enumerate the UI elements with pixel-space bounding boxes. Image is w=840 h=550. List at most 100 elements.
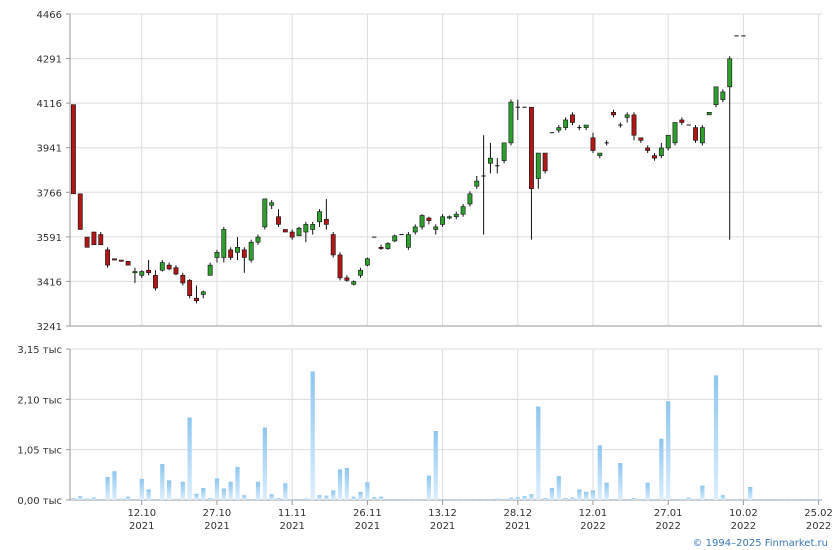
volume-bar — [173, 499, 179, 501]
candle — [645, 145, 651, 154]
candle-body-up — [159, 262, 165, 271]
volume-bar — [816, 499, 821, 501]
price-tick-label: 4116 — [37, 99, 62, 110]
volume-bar — [153, 499, 158, 501]
candle — [618, 122, 623, 128]
volume-bar — [604, 482, 609, 500]
candle — [713, 86, 719, 108]
candle-body-up — [317, 211, 322, 223]
candle — [440, 214, 446, 227]
candle — [385, 242, 391, 250]
volume-bar — [460, 499, 466, 501]
candle-body-up — [474, 180, 480, 187]
price-tick-label: 3766 — [37, 188, 62, 199]
candle-body-down — [112, 258, 117, 261]
candle-body-up — [255, 236, 261, 243]
volume-bar — [235, 466, 240, 500]
volume-bar — [119, 498, 124, 500]
volume-bar — [713, 375, 719, 500]
price-panel: 3241 3416 3591 3766 3941 4116 4291 4466 — [37, 10, 822, 333]
candle-body-down — [570, 114, 575, 123]
candle — [187, 279, 193, 299]
candle — [317, 209, 322, 227]
volume-bar — [433, 430, 438, 500]
x-tick-date: 12.10 — [127, 508, 156, 519]
volume-bar — [659, 438, 664, 500]
candle-body-up — [351, 281, 357, 285]
volume-bar — [672, 499, 678, 501]
volume-bar — [160, 464, 165, 500]
candle — [276, 209, 281, 227]
volume-bar — [317, 495, 322, 500]
candle-body-up — [488, 157, 493, 164]
candle-body-down — [125, 261, 131, 266]
candle — [426, 216, 432, 225]
candle — [378, 244, 384, 250]
candle-body-up — [624, 114, 630, 118]
price-tick-label: 3591 — [37, 233, 62, 244]
candle-body-up — [235, 246, 240, 253]
volume-tick-label: 2,10 тыс — [17, 395, 62, 406]
candle-body-up — [535, 152, 541, 179]
volume-bar — [741, 499, 746, 501]
candle-body-down — [631, 114, 637, 136]
x-tick-year: 2022 — [580, 521, 605, 532]
copyright-text[interactable]: © 1994–2025 Finmarket.ru — [692, 538, 828, 549]
candle — [453, 211, 459, 220]
x-tick-date: 13.12 — [428, 508, 457, 519]
volume-bar — [666, 401, 671, 500]
volume-bar — [221, 488, 226, 500]
candle-body-down — [77, 193, 83, 230]
candle-body-down — [84, 236, 90, 248]
candle-body-up — [358, 269, 363, 276]
volume-bar — [324, 495, 329, 500]
candle-body-up — [139, 271, 145, 276]
candle — [699, 125, 705, 146]
volume-bar — [761, 499, 767, 501]
candle — [282, 229, 288, 233]
volume-bar — [228, 481, 233, 500]
volume-bar — [529, 494, 534, 500]
candle — [392, 234, 398, 243]
candle — [412, 224, 418, 235]
candle — [495, 158, 500, 174]
volume-bar — [611, 499, 616, 501]
volume-bar — [194, 493, 199, 500]
x-tick-year: 2021 — [505, 521, 530, 532]
candle — [624, 112, 630, 123]
volume-bar — [372, 497, 377, 500]
candle-body-up — [303, 224, 309, 233]
candle-body-down — [194, 297, 199, 302]
volume-bar — [283, 483, 288, 500]
volume-bar — [187, 417, 192, 500]
candle-body-down — [378, 246, 384, 249]
volume-bar — [768, 499, 773, 501]
volume-bar — [618, 463, 623, 500]
candle — [200, 290, 206, 299]
candle-body-down — [187, 280, 193, 296]
candle — [241, 247, 247, 273]
candle — [570, 112, 575, 126]
candle-body-up — [392, 235, 398, 242]
candle-body-up — [699, 127, 705, 144]
candle — [693, 125, 698, 143]
candle-body-down — [98, 234, 104, 246]
candle-body-up — [214, 252, 220, 258]
volume-bar — [501, 499, 507, 501]
candle-body-up — [658, 147, 664, 156]
x-tick-year: 2021 — [355, 521, 380, 532]
candle-body-down — [282, 229, 288, 233]
candle — [105, 247, 111, 268]
candle — [330, 232, 336, 258]
volume-bar — [84, 498, 90, 500]
volume-bar — [214, 478, 220, 500]
candle-body-down — [146, 269, 152, 274]
volume-bar — [495, 498, 500, 500]
candle-body-up — [364, 258, 370, 266]
candle — [679, 117, 685, 126]
candle — [255, 234, 261, 245]
x-tick-date: 28.12 — [503, 508, 532, 519]
volume-bar — [754, 499, 760, 501]
candle — [146, 260, 152, 276]
candle-body-down — [645, 147, 651, 151]
